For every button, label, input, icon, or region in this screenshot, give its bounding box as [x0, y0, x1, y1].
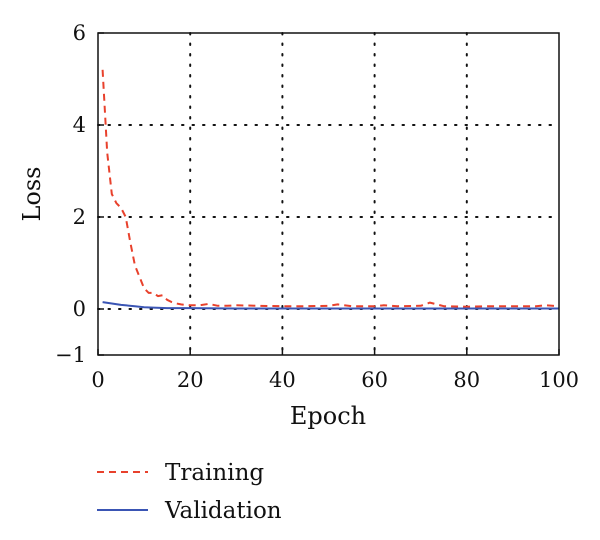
- legend-label-validation: Validation: [164, 498, 282, 524]
- y-tick-label: 6: [73, 21, 86, 45]
- legend-label-training: Training: [165, 460, 264, 486]
- y-tick-label: 4: [73, 113, 86, 137]
- series-line-validation: [102, 301, 559, 310]
- series-layer: [101, 69, 560, 310]
- x-axis-title: Epoch: [290, 402, 366, 430]
- x-tick-label: 20: [177, 368, 204, 392]
- x-tick-label: 40: [269, 368, 296, 392]
- y-tick-label: −1: [55, 343, 86, 367]
- y-tick-label: 0: [73, 297, 86, 321]
- x-tick-label: 60: [361, 368, 388, 392]
- series-line-training: [101, 69, 560, 308]
- y-tick-label: 2: [73, 205, 86, 229]
- x-tick-label: 0: [91, 368, 104, 392]
- plot-area: [98, 33, 559, 355]
- y-axis-title: Loss: [18, 166, 46, 221]
- plot-frame: [97, 32, 560, 356]
- legend: Training Validation: [97, 460, 282, 524]
- x-tick-label: 100: [539, 368, 579, 392]
- x-tick-label: 80: [453, 368, 480, 392]
